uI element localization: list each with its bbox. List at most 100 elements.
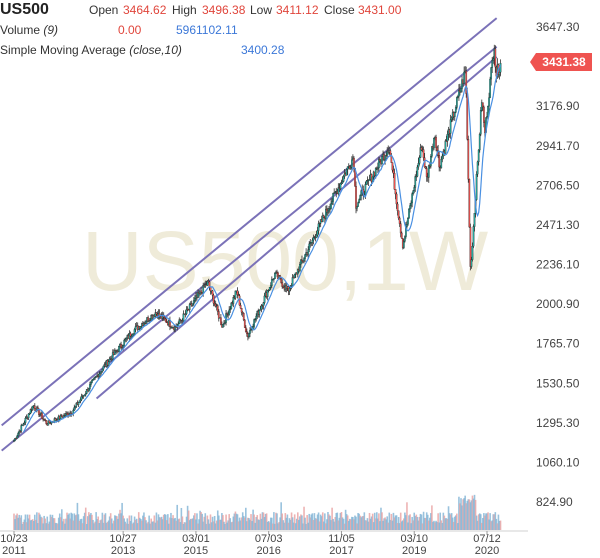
volume-bar [97,516,100,530]
volume-bar [120,513,122,530]
volume-bar [294,523,297,530]
volume-bar [237,521,240,530]
candle-body [90,382,92,385]
volume-bar [251,521,253,530]
candle-body [84,393,87,395]
volume-bar [384,517,386,530]
candle-body [73,407,76,411]
candle-body [15,438,17,440]
volume-bar [246,521,248,530]
candle-body [266,290,269,297]
volume-bar [209,514,212,530]
volume-bar [68,513,70,530]
volume-bar [124,521,127,530]
candle-body [353,157,355,169]
volume-bar [227,520,229,530]
candle-body [182,313,185,322]
volume-bar [331,507,333,530]
x-tick-year: 2015 [184,545,208,557]
volume-bar [344,509,347,530]
candle-body [465,70,468,94]
volume-bar [39,514,41,530]
volume-bar [381,512,383,530]
candle-body [311,239,314,243]
candle-body [230,302,233,310]
volume-bar [354,515,356,530]
volume-bar [247,517,249,530]
candle-body [457,96,459,98]
volume-bar [478,513,481,530]
volume-bar [426,514,429,530]
candle-body [237,294,240,297]
volume-bar [229,518,232,530]
volume-bar [114,515,116,530]
volume-bar [394,515,397,530]
candle-body [191,303,194,306]
volume-bar [476,520,479,530]
candle-body [259,308,262,311]
volume-bar [399,512,402,530]
candle-body [93,377,95,380]
candle-body [281,282,284,287]
volume-bar [133,516,136,530]
volume-bar [328,514,330,530]
volume-bar [391,520,394,530]
candle-body [22,423,25,426]
volume-bar [104,513,107,530]
volume-bar [166,520,168,530]
volume-label: Volume (9) [0,23,58,37]
candle-body [92,378,94,381]
volume-bar [17,517,19,530]
volume-bar [106,521,109,530]
volume-bar [467,499,470,530]
volume-bar [41,517,43,530]
candle-body [222,323,224,328]
candle-body [60,415,63,417]
candle-body [308,243,311,250]
volume-bar [431,505,433,530]
volume-bar [101,512,104,530]
volume-bar [125,523,128,530]
volume-bar [65,518,67,530]
volume-bar [443,515,446,530]
x-tick-label: 10/27 [109,533,137,545]
volume-bar [216,510,219,530]
volume-bar [137,512,140,530]
volume-bar [266,521,269,530]
volume-bar [27,518,30,530]
volume-bar [221,513,223,530]
candle-body [469,226,472,267]
candle-body [488,97,490,107]
candle-body [332,193,334,202]
volume-bar [24,514,27,530]
volume-bar [64,523,66,530]
volume-bar [326,519,328,530]
candle-body [435,137,437,148]
volume-bar [486,513,488,530]
volume-bar [98,523,101,530]
volume-bar [474,499,477,530]
volume-bar [397,517,400,530]
candle-body [450,117,453,120]
candle-body [241,312,244,314]
y-tick-label: 1295.30 [536,416,580,430]
candle-body [468,178,471,228]
volume-bar [134,519,137,530]
volume-bar [46,516,49,530]
volume-bar [382,520,384,530]
volume-bar [281,513,284,530]
volume-bar [136,523,139,530]
candle-body [349,167,352,169]
volume-bar [135,518,138,530]
volume-bar [253,514,255,530]
volume-bar [61,509,63,530]
volume-bar [305,523,307,530]
volume-bar [470,500,473,530]
volume-value-1: 0.00 [118,23,142,37]
volume-bar [316,514,319,530]
volume-bar [87,516,89,530]
volume-bar [49,514,52,530]
volume-bar [337,520,340,530]
candle-body [456,97,458,108]
volume-bar [182,523,185,530]
